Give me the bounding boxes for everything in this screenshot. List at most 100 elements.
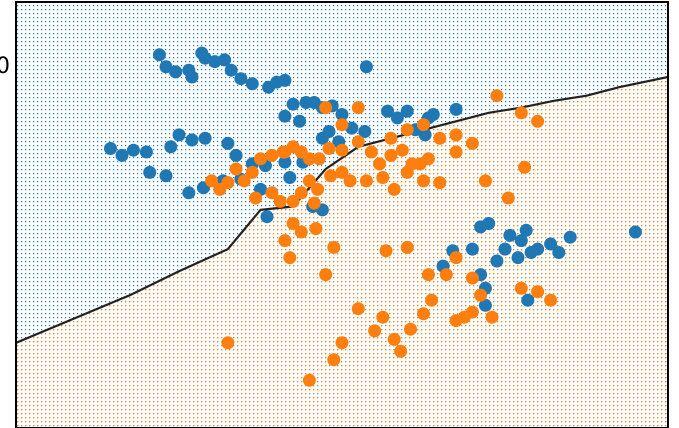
data-point-class-1 (379, 244, 393, 258)
data-point-class-1 (490, 89, 504, 103)
data-point-class-1 (278, 145, 292, 159)
data-point-class-1 (474, 288, 488, 302)
data-point-class-0 (278, 109, 292, 123)
data-point-class-1 (433, 131, 447, 145)
data-point-class-1 (343, 174, 357, 188)
data-point-class-1 (400, 123, 414, 137)
data-point-class-1 (319, 268, 333, 282)
data-point-class-1 (449, 128, 463, 142)
data-point-class-0 (482, 217, 496, 230)
data-point-class-0 (185, 70, 199, 84)
data-point-class-0 (293, 114, 307, 128)
data-point-class-0 (143, 165, 157, 179)
data-point-class-1 (351, 101, 365, 115)
data-point-class-1 (249, 191, 263, 205)
data-point-class-0 (478, 298, 492, 312)
data-point-class-1 (531, 285, 545, 299)
data-point-class-1 (514, 106, 528, 120)
data-point-class-0 (514, 234, 528, 248)
data-point-class-0 (418, 128, 432, 142)
data-point-class-0 (218, 53, 232, 67)
data-point-class-1 (335, 336, 349, 350)
data-point-class-1 (213, 182, 227, 196)
data-point-class-0 (198, 131, 212, 145)
decision-boundary (16, 75, 668, 344)
data-point-class-1 (335, 143, 349, 157)
data-point-class-0 (278, 155, 292, 169)
data-point-class-1 (387, 182, 401, 196)
data-point-class-1 (501, 191, 515, 205)
data-point-class-0 (498, 242, 512, 256)
data-point-class-0 (552, 246, 566, 259)
data-point-class-0 (245, 77, 259, 91)
data-point-class-0 (286, 97, 300, 111)
data-point-class-0 (465, 242, 479, 256)
data-point-class-1 (307, 196, 321, 210)
data-point-class-1 (400, 165, 414, 179)
data-point-class-1 (417, 307, 430, 321)
data-point-class-1 (394, 344, 408, 358)
data-point-class-0 (198, 51, 212, 65)
data-point-class-0 (511, 251, 525, 265)
data-point-class-1 (254, 152, 267, 166)
data-point-class-1 (286, 217, 300, 230)
data-point-class-1 (449, 145, 463, 159)
data-point-class-1 (302, 174, 316, 188)
data-point-class-1 (433, 176, 447, 190)
data-point-class-1 (335, 165, 349, 179)
data-point-class-1 (283, 251, 297, 265)
data-point-class-0 (283, 171, 297, 184)
data-point-class-0 (381, 104, 395, 118)
data-point-class-1 (400, 240, 414, 254)
data-point-class-1 (327, 240, 341, 254)
data-point-class-0 (503, 228, 517, 242)
data-point-class-1 (294, 225, 308, 239)
data-point-class-0 (521, 293, 535, 307)
data-point-class-1 (465, 271, 479, 285)
data-point-class-1 (384, 148, 398, 162)
data-point-class-0 (182, 186, 196, 200)
data-point-class-0 (335, 108, 349, 121)
plot-frame (15, 1, 669, 428)
data-point-class-1 (485, 310, 499, 324)
data-point-class-1 (237, 174, 251, 188)
data-point-class-1 (384, 131, 398, 145)
data-point-class-1 (368, 324, 382, 338)
data-point-class-0 (390, 111, 404, 125)
data-point-class-0 (126, 143, 140, 157)
data-point-class-1 (531, 114, 545, 128)
data-point-class-1 (322, 142, 336, 155)
data-point-class-0 (358, 125, 372, 138)
data-point-class-0 (260, 210, 274, 224)
data-point-class-0 (224, 63, 238, 77)
data-point-class-0 (115, 148, 129, 162)
data-point-class-1 (376, 310, 390, 324)
data-point-class-0 (169, 65, 183, 79)
y-tick-label: 0 (0, 54, 10, 79)
data-point-class-1 (373, 157, 386, 171)
data-point-class-1 (449, 251, 463, 265)
data-point-class-0 (164, 140, 178, 154)
data-point-class-0 (524, 246, 538, 259)
data-point-class-1 (221, 336, 235, 350)
data-point-class-1 (395, 143, 409, 157)
data-point-class-1 (421, 268, 435, 282)
data-point-class-1 (544, 293, 558, 307)
data-point-class-0 (359, 60, 373, 74)
data-point-class-0 (139, 145, 153, 159)
data-point-class-1 (273, 194, 287, 208)
data-point-class-1 (439, 268, 453, 282)
data-point-class-0 (208, 55, 222, 69)
data-point-class-0 (345, 121, 359, 135)
data-point-class-1 (359, 174, 373, 188)
data-point-class-0 (159, 60, 173, 74)
data-point-class-0 (400, 104, 414, 118)
data-point-class-0 (563, 230, 577, 244)
data-point-class-0 (628, 225, 642, 239)
data-point-class-1 (324, 169, 338, 183)
data-point-class-0 (104, 142, 117, 155)
data-point-class-1 (387, 332, 401, 346)
data-point-class-1 (309, 222, 323, 236)
data-point-class-0 (159, 169, 173, 183)
